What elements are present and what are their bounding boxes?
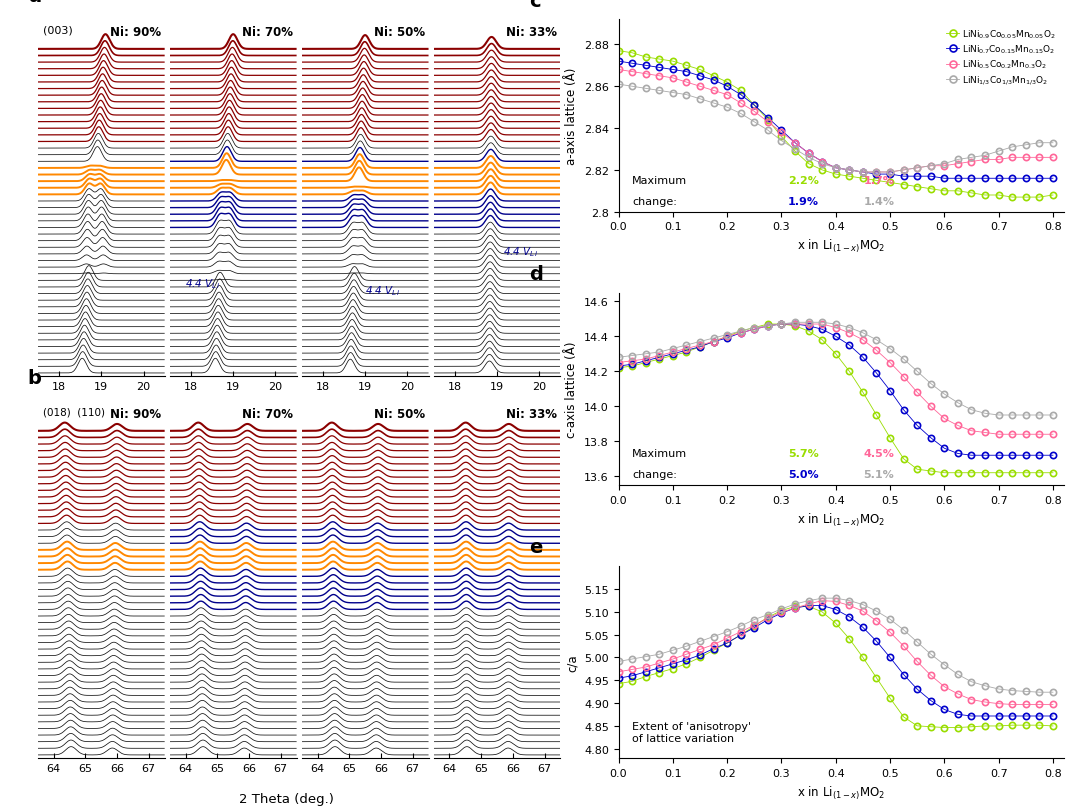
Text: Ni: 50%: Ni: 50%	[374, 26, 424, 39]
Text: change:: change:	[632, 197, 677, 207]
Text: 4.4 V$_{Li}$: 4.4 V$_{Li}$	[365, 285, 400, 298]
Text: Ni: 33%: Ni: 33%	[505, 407, 556, 420]
Text: e: e	[529, 538, 543, 556]
Text: Maximum: Maximum	[632, 448, 687, 458]
Text: 5.1%: 5.1%	[863, 470, 894, 479]
Text: d: d	[529, 264, 543, 284]
Text: 4.5%: 4.5%	[863, 448, 894, 458]
Text: Ni: 33%: Ni: 33%	[505, 26, 556, 39]
Text: Ni: 50%: Ni: 50%	[374, 407, 424, 420]
X-axis label: x in Li$_{(1-x)}$MO$_2$: x in Li$_{(1-x)}$MO$_2$	[797, 783, 886, 801]
X-axis label: x in Li$_{(1-x)}$MO$_2$: x in Li$_{(1-x)}$MO$_2$	[797, 511, 886, 528]
Text: c: c	[529, 0, 541, 11]
Text: 4.4 V$_{Li}$: 4.4 V$_{Li}$	[503, 245, 539, 259]
Y-axis label: a-axis lattice (Å): a-axis lattice (Å)	[565, 68, 578, 165]
Text: Extent of 'anisotropy'
of lattice variation: Extent of 'anisotropy' of lattice variat…	[632, 721, 751, 743]
Text: 2.2%: 2.2%	[787, 175, 819, 186]
Y-axis label: c-axis lattice (Å): c-axis lattice (Å)	[566, 341, 579, 437]
Y-axis label: c/a: c/a	[566, 654, 579, 671]
Text: 1.7%: 1.7%	[863, 175, 894, 186]
Text: Maximum: Maximum	[632, 175, 687, 186]
Text: 4.4 V$_{Li}$: 4.4 V$_{Li}$	[185, 277, 220, 291]
Text: 5.7%: 5.7%	[787, 448, 819, 458]
Text: Ni: 70%: Ni: 70%	[242, 26, 293, 39]
Text: (003): (003)	[43, 26, 72, 36]
Text: (018)  (110): (018) (110)	[43, 407, 105, 417]
Text: Ni: 90%: Ni: 90%	[110, 26, 161, 39]
Text: 1.9%: 1.9%	[787, 197, 819, 207]
Text: 5.0%: 5.0%	[787, 470, 819, 479]
Text: 2 Theta (deg.): 2 Theta (deg.)	[239, 792, 334, 805]
Text: a: a	[28, 0, 41, 6]
Text: Ni: 70%: Ni: 70%	[242, 407, 293, 420]
Text: b: b	[28, 368, 41, 388]
Text: change:: change:	[632, 470, 677, 479]
Text: Ni: 90%: Ni: 90%	[110, 407, 161, 420]
Text: 1.4%: 1.4%	[863, 197, 894, 207]
Legend: LiNi$_{0.9}$Co$_{0.05}$Mn$_{0.05}$O$_2$, LiNi$_{0.7}$Co$_{0.15}$Mn$_{0.15}$O$_2$: LiNi$_{0.9}$Co$_{0.05}$Mn$_{0.05}$O$_2$,…	[942, 25, 1059, 90]
X-axis label: x in Li$_{(1-x)}$MO$_2$: x in Li$_{(1-x)}$MO$_2$	[797, 238, 886, 255]
